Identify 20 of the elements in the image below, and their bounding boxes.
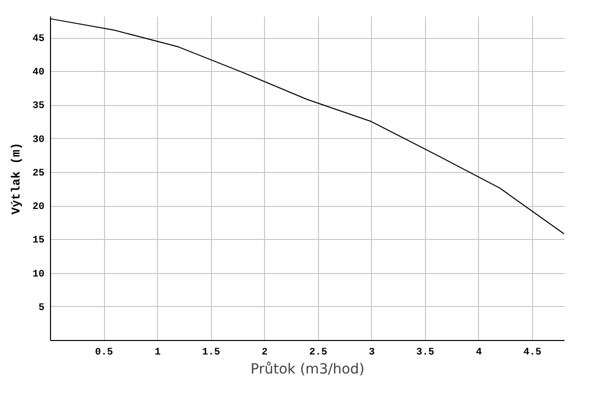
- x-tick-label: 1.5: [202, 348, 220, 358]
- x-tick-label: 1: [154, 348, 161, 358]
- x-tick-label: 4: [476, 348, 482, 358]
- y-axis-title: Výtlak (m): [10, 142, 24, 215]
- x-tick-label: 0.5: [95, 348, 114, 358]
- y-tick-label: 40: [32, 68, 44, 79]
- y-tick-label: 20: [32, 202, 44, 214]
- y-tick-label: 35: [32, 101, 44, 112]
- y-tick-label: 15: [32, 236, 44, 247]
- y-tick-label: 25: [32, 168, 44, 180]
- x-tick-label: 3.5: [416, 348, 434, 358]
- x-tick-label: 2: [262, 348, 268, 358]
- x-tick-label: 3: [368, 348, 375, 358]
- x-tick-label: 4.5: [523, 348, 542, 358]
- y-tick-label: 10: [32, 269, 44, 280]
- y-tick-label: 45: [32, 34, 44, 46]
- x-tick-label: 2.5: [309, 348, 328, 358]
- x-axis-title: Průtok (m3/hod): [250, 362, 364, 378]
- y-tick-label: 30: [32, 134, 44, 146]
- y-tick-label: 5: [38, 302, 44, 314]
